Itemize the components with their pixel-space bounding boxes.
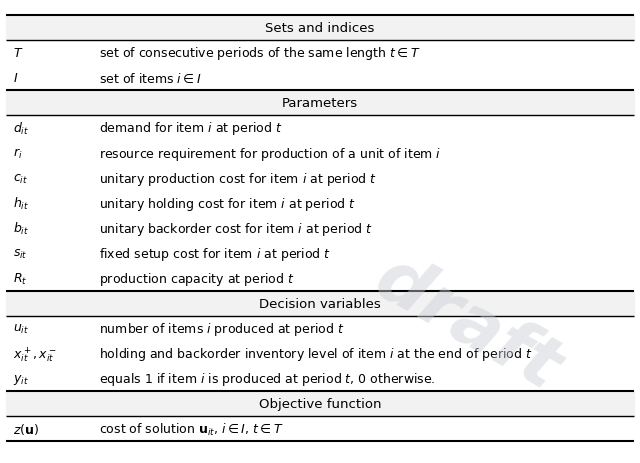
Text: Parameters: Parameters — [282, 97, 358, 110]
Text: set of items $i \in I$: set of items $i \in I$ — [99, 72, 202, 86]
Text: demand for item $i$ at period $t$: demand for item $i$ at period $t$ — [99, 120, 283, 137]
Text: Decision variables: Decision variables — [259, 297, 381, 310]
Text: set of consecutive periods of the same length $t \in T$: set of consecutive periods of the same l… — [99, 45, 421, 62]
Text: number of items $i$ produced at period $t$: number of items $i$ produced at period $… — [99, 320, 345, 337]
Text: $b_{it}$: $b_{it}$ — [13, 221, 29, 237]
Text: $c_{it}$: $c_{it}$ — [13, 172, 28, 185]
Text: cost of solution $\mathbf{u}_{it}$, $i \in I$, $t \in T$: cost of solution $\mathbf{u}_{it}$, $i \… — [99, 421, 284, 437]
Text: fixed setup cost for item $i$ at period $t$: fixed setup cost for item $i$ at period … — [99, 245, 332, 262]
Bar — [6, 391, 634, 416]
Text: $T$: $T$ — [13, 47, 23, 60]
Bar — [6, 16, 634, 41]
Text: $I$: $I$ — [13, 72, 18, 85]
Text: $y_{it}$: $y_{it}$ — [13, 372, 29, 386]
Text: equals 1 if item $i$ is produced at period $t$, 0 otherwise.: equals 1 if item $i$ is produced at peri… — [99, 370, 436, 387]
Text: draft: draft — [362, 244, 572, 404]
Text: holding and backorder inventory level of item $i$ at the end of period $t$: holding and backorder inventory level of… — [99, 345, 532, 362]
Text: $x^+_{it},x^-_{it}$: $x^+_{it},x^-_{it}$ — [13, 344, 57, 363]
Text: $d_{it}$: $d_{it}$ — [13, 121, 29, 137]
Text: Objective function: Objective function — [259, 397, 381, 410]
Text: unitary production cost for item $i$ at period $t$: unitary production cost for item $i$ at … — [99, 170, 378, 187]
Text: resource requirement for production of a unit of item $i$: resource requirement for production of a… — [99, 145, 442, 162]
Text: production capacity at period $t$: production capacity at period $t$ — [99, 270, 295, 287]
Text: $z(\mathbf{u})$: $z(\mathbf{u})$ — [13, 421, 39, 436]
Text: $r_{i}$: $r_{i}$ — [13, 147, 22, 161]
Text: $u_{it}$: $u_{it}$ — [13, 322, 29, 335]
Text: unitary holding cost for item $i$ at period $t$: unitary holding cost for item $i$ at per… — [99, 195, 356, 212]
Text: $s_{it}$: $s_{it}$ — [13, 247, 28, 260]
Bar — [6, 91, 634, 116]
Bar — [6, 291, 634, 316]
Text: Sets and indices: Sets and indices — [266, 22, 374, 35]
Text: $R_{t}$: $R_{t}$ — [13, 271, 27, 286]
Text: unitary backorder cost for item $i$ at period $t$: unitary backorder cost for item $i$ at p… — [99, 220, 373, 237]
Text: $h_{it}$: $h_{it}$ — [13, 196, 29, 212]
